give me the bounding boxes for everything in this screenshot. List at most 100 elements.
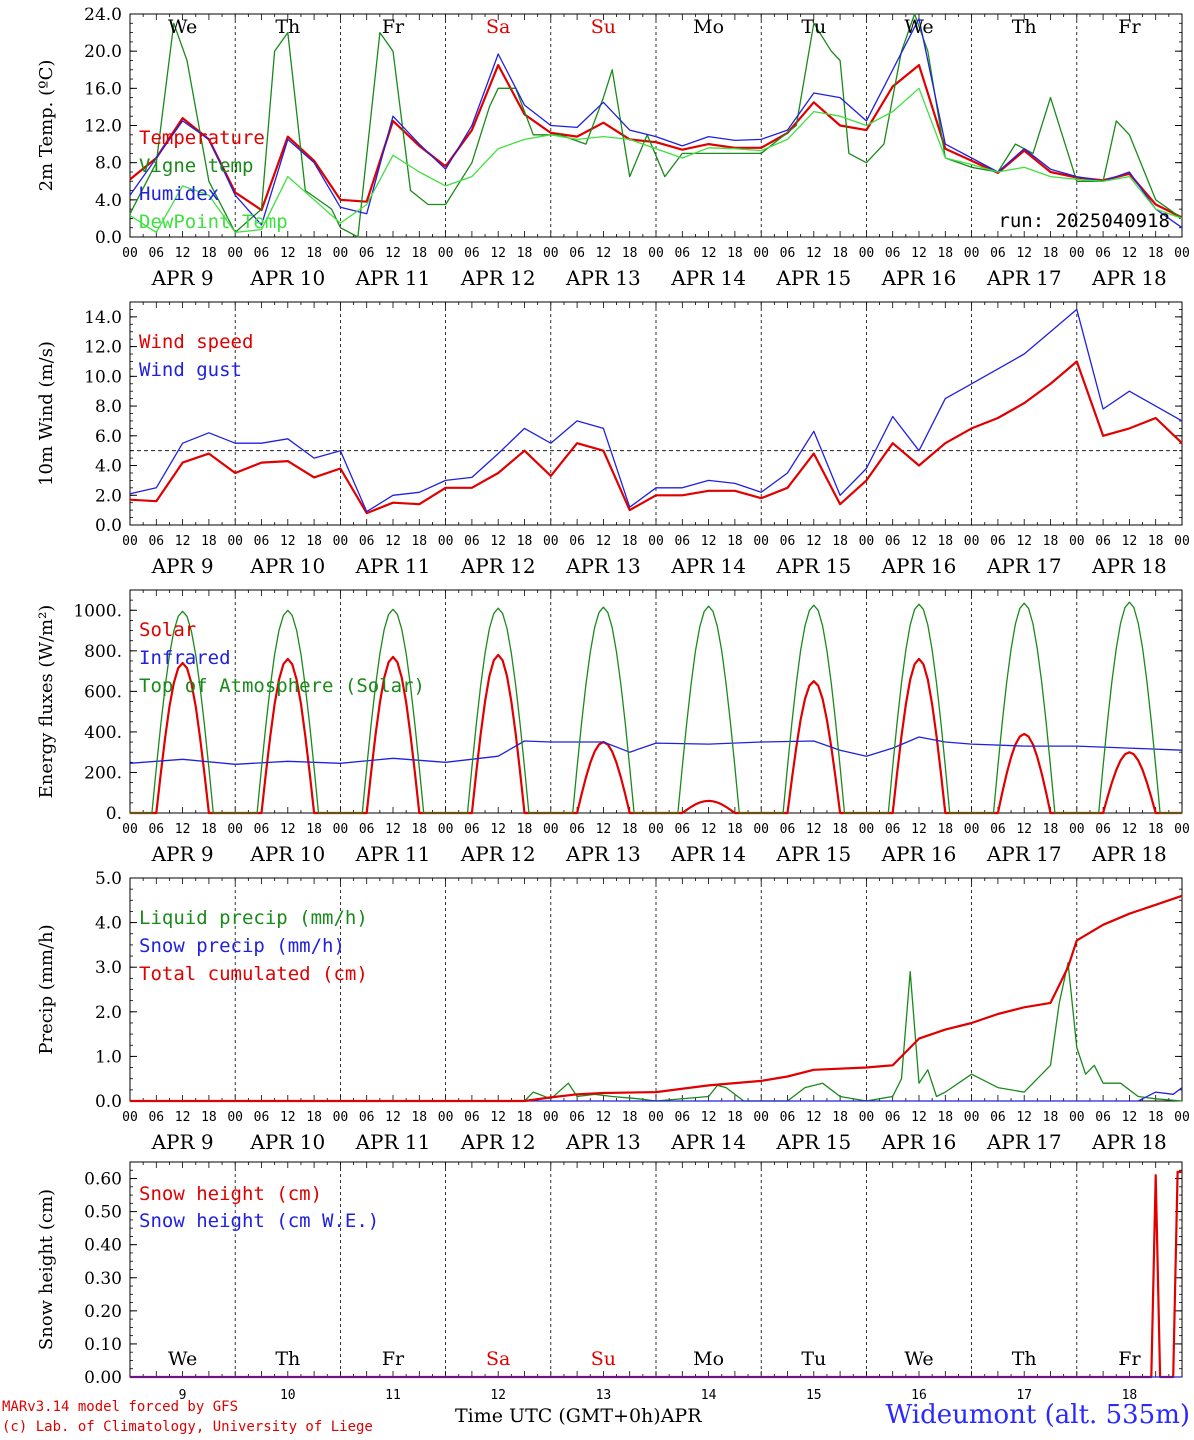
- day-name: Th: [1012, 16, 1037, 38]
- hour-tick-label: 06: [254, 534, 270, 549]
- panel-frame: [129, 13, 1183, 238]
- day-name: Tu: [801, 16, 826, 38]
- y-tick-label: 4.0: [95, 914, 122, 934]
- hour-tick-label: 00: [964, 822, 980, 837]
- day-name: We: [168, 1348, 197, 1370]
- date-label: APR 14: [670, 554, 746, 578]
- date-label: APR 18: [1091, 842, 1167, 866]
- legend-entry: Solar: [139, 619, 196, 641]
- hour-tick-label: 12: [175, 534, 191, 549]
- date-label: APR 17: [986, 842, 1062, 866]
- y-tick-label: 0.0: [95, 1092, 122, 1112]
- series-line-0: [129, 63, 1183, 219]
- hour-tick-label: 00: [543, 822, 559, 837]
- date-label: APR 18: [1091, 554, 1167, 578]
- hour-tick-label: 06: [254, 1110, 270, 1125]
- y-tick-label: 0.50: [84, 1203, 122, 1223]
- hour-tick-label: 12: [1122, 1110, 1138, 1125]
- hour-tick-label: 18: [937, 534, 953, 549]
- hour-tick-label: 18: [1043, 1110, 1059, 1125]
- hour-tick-label: 12: [596, 534, 612, 549]
- date-label: APR 18: [1091, 1130, 1167, 1154]
- hour-tick-label: 12: [1122, 822, 1138, 837]
- hour-tick-label: 06: [990, 822, 1006, 837]
- hour-tick-label: 00: [333, 246, 349, 261]
- y-axis-label: Precip (mm/h): [36, 924, 57, 1054]
- series-line-1: [129, 13, 1183, 238]
- hour-tick-label: 12: [596, 1110, 612, 1125]
- hour-tick-label: 00: [438, 1110, 454, 1125]
- date-label: APR 12: [460, 266, 536, 290]
- y-tick-label: 600.: [84, 682, 122, 702]
- hour-tick-label: 06: [569, 534, 585, 549]
- date-label: APR 16: [881, 1130, 957, 1154]
- hour-tick-label: 18: [411, 534, 427, 549]
- hour-tick-label: 18: [1043, 246, 1059, 261]
- legend-entry: Liquid precip (mm/h): [139, 907, 368, 929]
- series-line-2: [130, 601, 1182, 814]
- day-name: Fr: [1118, 1348, 1141, 1370]
- hour-tick-label: 06: [1095, 1110, 1111, 1125]
- hour-tick-label: 00: [543, 1110, 559, 1125]
- hour-tick-label: 06: [569, 822, 585, 837]
- series-line-2: [129, 17, 1183, 229]
- legend-entry: Temperature: [139, 127, 265, 149]
- hour-tick-label: 18: [937, 246, 953, 261]
- time-axis-title: Time UTC (GMT+0h): [455, 1405, 661, 1427]
- date-label: APR 10: [249, 842, 325, 866]
- date-label: APR 10: [249, 554, 325, 578]
- hour-tick-label: 18: [1148, 822, 1164, 837]
- hour-tick-label: 06: [1095, 822, 1111, 837]
- hour-tick-label: 12: [911, 1110, 927, 1125]
- hour-tick-label: 06: [885, 246, 901, 261]
- hour-tick-label: 12: [596, 246, 612, 261]
- hour-tick-label: 00: [648, 822, 664, 837]
- day-name: We: [904, 16, 933, 38]
- hour-tick-label: 06: [254, 246, 270, 261]
- hour-tick-label: 06: [359, 534, 375, 549]
- hour-tick-label: 18: [622, 1110, 638, 1125]
- hour-tick-label: 12: [280, 246, 296, 261]
- hour-tick-label: 00: [753, 822, 769, 837]
- hour-tick-label: 12: [806, 822, 822, 837]
- hour-tick-label: 06: [569, 246, 585, 261]
- hour-tick-label: 00: [438, 822, 454, 837]
- date-label: APR 16: [881, 266, 957, 290]
- hour-tick-label: 12: [806, 534, 822, 549]
- date-label: APR 12: [460, 554, 536, 578]
- date-label: APR 10: [249, 266, 325, 290]
- hour-tick-label: 00: [333, 822, 349, 837]
- date-label: APR 9: [151, 842, 214, 866]
- date-label: APR 9: [151, 554, 214, 578]
- hour-tick-label: 00: [859, 822, 875, 837]
- hour-tick-label: 12: [385, 534, 401, 549]
- y-tick-label: 0.0: [95, 228, 122, 248]
- hour-tick-label: 06: [464, 534, 480, 549]
- day-number: 16: [911, 1388, 927, 1403]
- hour-tick-label: 18: [517, 534, 533, 549]
- date-label: APR 14: [670, 1130, 746, 1154]
- hour-tick-label: 18: [517, 822, 533, 837]
- date-label: APR 12: [460, 1130, 536, 1154]
- hour-tick-label: 06: [464, 1110, 480, 1125]
- hour-tick-label: 12: [911, 822, 927, 837]
- hour-tick-label: 12: [490, 1110, 506, 1125]
- hour-tick-label: 18: [727, 822, 743, 837]
- day-number: 9: [179, 1388, 187, 1403]
- hour-tick-label: 12: [280, 1110, 296, 1125]
- legend-entry: Top of Atmosphere (Solar): [139, 675, 425, 697]
- date-label: APR 17: [986, 554, 1062, 578]
- hour-tick-label: 06: [990, 246, 1006, 261]
- hour-tick-label: 06: [780, 822, 796, 837]
- y-tick-label: 6.0: [95, 427, 122, 447]
- day-name: Sa: [486, 16, 510, 38]
- date-label: APR 15: [775, 554, 851, 578]
- hour-tick-label: 06: [885, 1110, 901, 1125]
- station-label: Wideumont (alt. 535m): [885, 1400, 1190, 1430]
- y-axis-label: Energy fluxes (W/m²): [36, 605, 57, 799]
- hour-tick-label: 18: [306, 822, 322, 837]
- date-label: APR 13: [565, 266, 641, 290]
- model-credit: MARv3.14 model forced by GFS: [2, 1399, 239, 1415]
- y-tick-label: 16.0: [84, 79, 122, 99]
- hour-tick-label: 18: [411, 822, 427, 837]
